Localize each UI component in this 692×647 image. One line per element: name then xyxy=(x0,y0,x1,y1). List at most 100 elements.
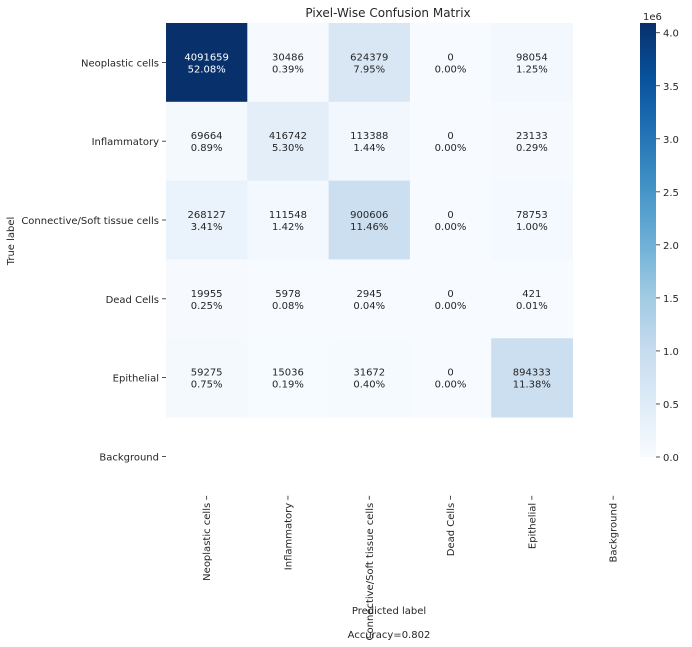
heatmap-cell xyxy=(166,101,248,182)
y-tick-label: Dead Cells xyxy=(106,295,159,306)
colorbar-tick-label: 3.5 xyxy=(663,82,679,93)
heatmap-cell xyxy=(409,180,492,260)
cell-count-label: 0 xyxy=(447,368,453,379)
cell-percent-label: 52.08% xyxy=(188,64,226,75)
cell-percent-label: 0.00% xyxy=(435,380,467,391)
heatmap-cell xyxy=(491,259,573,339)
y-tick-label: Background xyxy=(99,452,159,463)
cell-count-label: 0 xyxy=(447,52,453,63)
colorbar-tick-label: 1.5 xyxy=(663,294,679,305)
heatmap-cell xyxy=(166,259,248,339)
heatmap-cell xyxy=(409,23,492,103)
cell-count-label: 0 xyxy=(447,131,453,142)
colorbar-tick-label: 0.5 xyxy=(663,400,679,411)
heatmap-cell xyxy=(409,259,492,339)
cell-percent-label: 0.39% xyxy=(272,64,304,75)
y-tick-labels: Neoplastic cells Inflammatory Connective/S… xyxy=(21,58,166,463)
heatmap-cell xyxy=(328,23,411,103)
heatmap-cell xyxy=(491,180,573,260)
x-axis-label: Predicted label xyxy=(352,606,426,617)
cell-count-label: 111548 xyxy=(269,210,307,221)
colorbar-tick-label: 4.0 xyxy=(663,29,679,40)
heatmap-cell xyxy=(247,180,330,260)
cell-count-label: 900606 xyxy=(350,210,388,221)
cell-percent-label: 0.19% xyxy=(272,380,304,391)
cell-count-label: 4091659 xyxy=(184,52,229,63)
x-tick-label: Inflammatory xyxy=(283,503,294,570)
heatmap-cell xyxy=(328,101,411,182)
chart-title: Pixel-Wise Confusion Matrix xyxy=(305,6,470,20)
cell-percent-label: 0.01% xyxy=(516,301,548,312)
cell-count-label: 78753 xyxy=(516,210,548,221)
cell-percent-label: 0.89% xyxy=(191,143,223,154)
cell-percent-label: 5.30% xyxy=(272,143,304,154)
colorbar-tick-label: 3.0 xyxy=(663,135,679,146)
heatmap-cell xyxy=(491,23,573,103)
heatmap-cell xyxy=(247,259,330,339)
colorbar-tick-label: 0.0 xyxy=(663,453,679,464)
x-tick-label: Neoplastic cells xyxy=(202,503,213,581)
cell-count-label: 416742 xyxy=(269,131,307,142)
colorbar: 0.0 0.5 1.0 1.5 2.0 2.5 3.0 3.5 4.0 xyxy=(640,23,679,464)
cell-percent-label: 0.00% xyxy=(435,301,467,312)
heatmap-cell xyxy=(491,101,573,182)
heatmap-cell xyxy=(247,23,330,103)
cell-count-label: 421 xyxy=(522,289,541,300)
cell-percent-label: 0.08% xyxy=(272,301,304,312)
y-axis-label: True label xyxy=(6,217,17,267)
heatmap-cell xyxy=(166,23,248,103)
heatmap-cell xyxy=(328,180,411,260)
heatmap-cell xyxy=(409,338,492,418)
cell-percent-label: 0.25% xyxy=(191,301,223,312)
cell-percent-label: 11.38% xyxy=(513,380,551,391)
cell-count-label: 19955 xyxy=(191,289,223,300)
cell-count-label: 113388 xyxy=(350,131,388,142)
heatmap-cell xyxy=(247,101,330,182)
heatmap-cell xyxy=(491,338,573,418)
cell-percent-label: 0.29% xyxy=(516,143,548,154)
cell-count-label: 31672 xyxy=(353,368,385,379)
colorbar-tick-label: 2.5 xyxy=(663,188,679,199)
cell-percent-label: 0.00% xyxy=(435,64,467,75)
colorbar-gradient xyxy=(640,23,656,457)
accuracy-footer: Accuracy=0.802 xyxy=(348,630,431,641)
cell-percent-label: 1.42% xyxy=(272,222,304,233)
cell-count-label: 624379 xyxy=(350,52,388,63)
heatmap-cell xyxy=(166,338,248,418)
heatmap-cell xyxy=(409,101,492,182)
cell-count-label: 15036 xyxy=(272,368,304,379)
cell-count-label: 2945 xyxy=(357,289,382,300)
cell-count-label: 98054 xyxy=(516,52,548,63)
cell-percent-label: 0.00% xyxy=(435,222,467,233)
x-tick-label: Epithelial xyxy=(527,503,538,549)
colorbar-multiplier: 1e6 xyxy=(643,12,662,23)
colorbar-tick-label: 1.0 xyxy=(663,347,679,358)
cell-count-label: 0 xyxy=(447,210,453,221)
cell-percent-label: 3.41% xyxy=(191,222,223,233)
cell-count-label: 268127 xyxy=(188,210,226,221)
cell-percent-label: 0.40% xyxy=(353,380,385,391)
cell-count-label: 894333 xyxy=(513,368,551,379)
cell-count-label: 69664 xyxy=(191,131,223,142)
heatmap-cell xyxy=(166,180,248,260)
cell-percent-label: 1.44% xyxy=(353,143,385,154)
colorbar-tick-label: 2.0 xyxy=(663,241,679,252)
heatmap-cell xyxy=(328,259,411,339)
y-tick-label: Inflammatory xyxy=(92,137,159,148)
x-tick-label: Connective/Soft tissue cells xyxy=(365,503,376,641)
cell-percent-label: 0.04% xyxy=(353,301,385,312)
y-tick-label: Epithelial xyxy=(113,374,159,385)
cell-percent-label: 1.25% xyxy=(516,64,548,75)
cell-count-label: 23133 xyxy=(516,131,548,142)
cell-percent-label: 0.75% xyxy=(191,380,223,391)
cell-percent-label: 0.00% xyxy=(435,143,467,154)
cell-count-label: 59275 xyxy=(191,368,223,379)
cell-percent-label: 7.95% xyxy=(353,64,385,75)
x-tick-label: Dead Cells xyxy=(446,503,457,556)
heatmap-cell xyxy=(328,338,411,418)
cell-count-label: 0 xyxy=(447,289,453,300)
y-tick-label: Neoplastic cells xyxy=(81,58,159,69)
x-tick-labels: Neoplastic cells Inflammatory Connective/S… xyxy=(202,495,620,641)
y-tick-label: Connective/Soft tissue cells xyxy=(21,216,159,227)
cell-percent-label: 1.00% xyxy=(516,222,548,233)
